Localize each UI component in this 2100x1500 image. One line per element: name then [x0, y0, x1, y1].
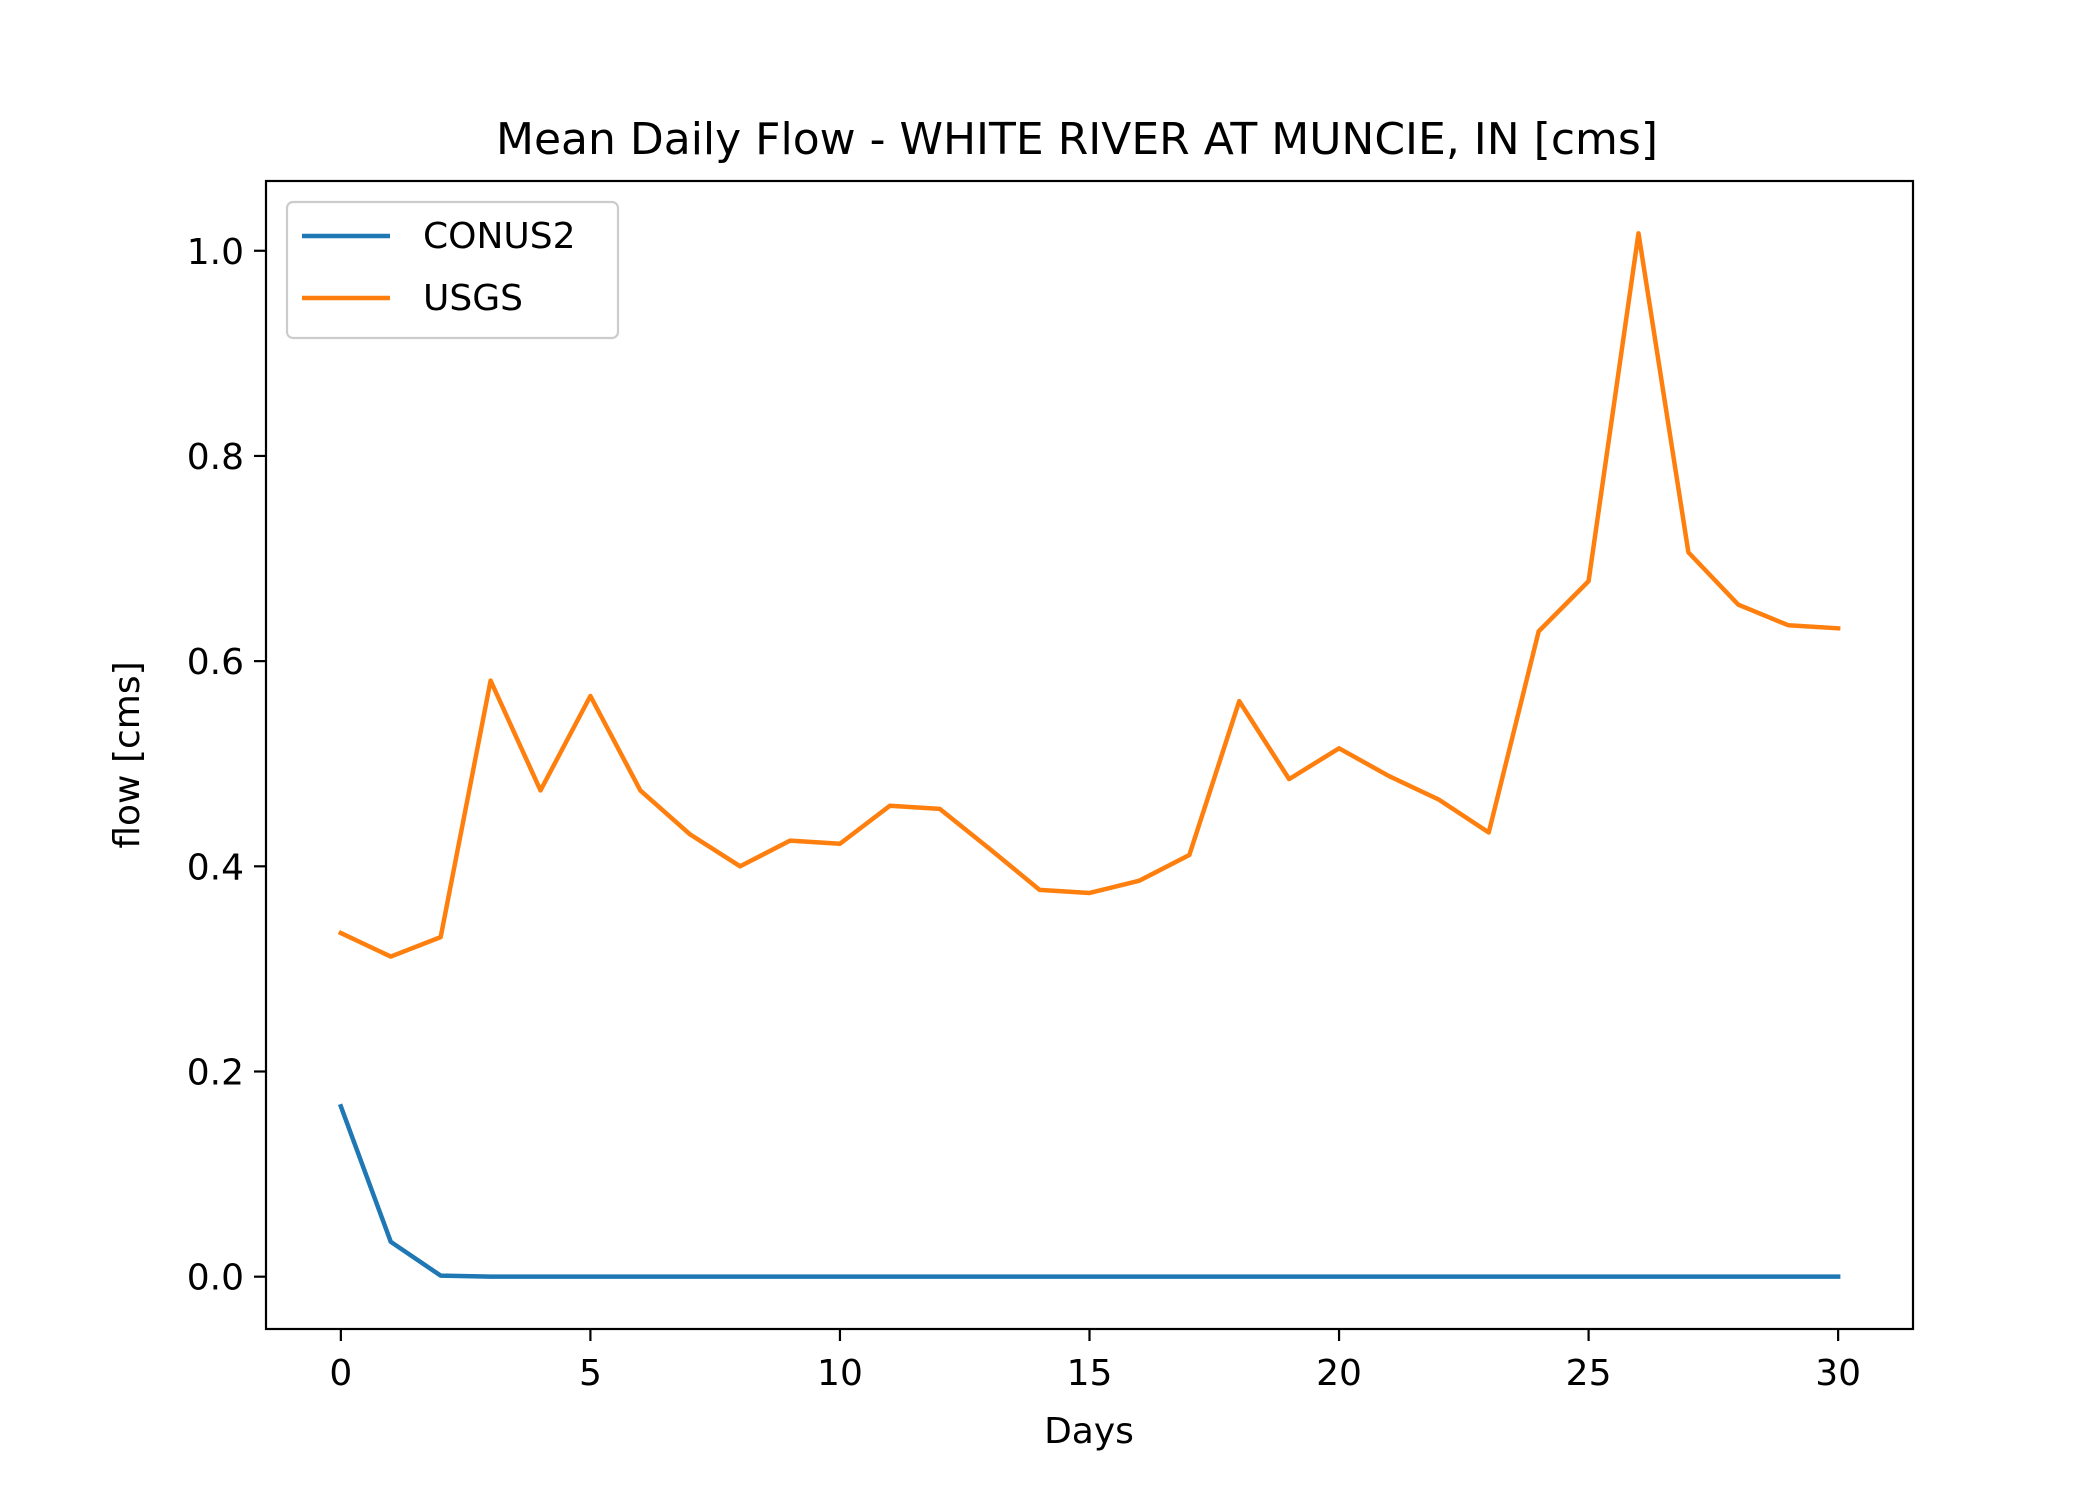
plot-area — [264, 179, 1915, 1331]
x-axis-label: Days — [1044, 1411, 1134, 1452]
series-line-usgs — [337, 231, 1841, 959]
x-tick-label: 15 — [1067, 1353, 1113, 1394]
y-axis-ticks: 0.0 0.2 0.4 0.6 0.8 1.0 — [187, 232, 266, 1299]
x-tick-label: 10 — [817, 1353, 863, 1394]
y-tick-label: 0.6 — [187, 642, 244, 683]
plot-background — [266, 181, 1913, 1329]
y-tick-label: 1.0 — [187, 232, 244, 273]
x-tick-label: 20 — [1316, 1353, 1362, 1394]
legend-label-conus2: CONUS2 — [423, 216, 576, 257]
series-layer — [337, 231, 1841, 1279]
y-tick-label: 0.8 — [187, 437, 244, 478]
x-tick-label: 25 — [1566, 1353, 1612, 1394]
series-line-conus2 — [337, 1103, 1841, 1279]
x-axis-ticks: 0 5 10 15 20 25 30 — [329, 1329, 1861, 1394]
x-tick-label: 0 — [329, 1353, 352, 1394]
legend-label-usgs: USGS — [423, 278, 523, 319]
y-tick-label: 0.2 — [187, 1052, 244, 1093]
x-tick-label: 30 — [1815, 1353, 1861, 1394]
legend: CONUS2 USGS — [285, 200, 620, 340]
y-tick-label: 0.4 — [187, 847, 244, 888]
y-tick-label: 0.0 — [187, 1258, 244, 1299]
y-axis-label: flow [cms] — [107, 661, 148, 848]
chart-title: Mean Daily Flow - WHITE RIVER AT MUNCIE,… — [496, 114, 1658, 165]
x-tick-label: 5 — [579, 1353, 602, 1394]
